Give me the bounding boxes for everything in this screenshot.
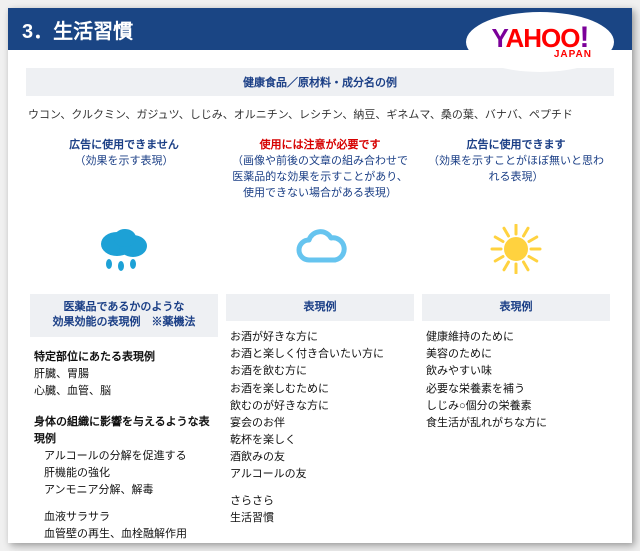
column-subheader: 表現例 — [422, 294, 610, 321]
list-item: アンモニア分解、解毒 — [34, 482, 214, 499]
cloud-outline-icon — [226, 214, 414, 284]
rule-box: 使用には注意が必要です（画像や前後の文章の組み合わせで医薬品的な効果を示すことが… — [226, 138, 414, 208]
list-item: さらさら — [230, 493, 410, 510]
column-1: 使用には注意が必要です（画像や前後の文章の組み合わせで医薬品的な効果を示すことが… — [226, 138, 414, 543]
section-header: 健康食品／原材料・成分名の例 — [26, 68, 614, 96]
logo-text-yaho: Y — [492, 23, 506, 53]
list-subtitle: 身体の組織に影響を与えるような表現例 — [34, 414, 214, 448]
list-item: 美容のために — [426, 346, 606, 363]
list-item: お酒が好きな方に — [230, 329, 410, 346]
list-item: 肝機能の強化 — [34, 465, 214, 482]
columns: 広告に使用できません（効果を示す表現） 医薬品であるかのような効果効能の表現例 ※… — [26, 138, 614, 543]
list-item: お酒を楽しむために — [230, 381, 410, 398]
list-item: 飲みやすい味 — [426, 363, 606, 380]
rule-title: 広告に使用できます — [426, 138, 606, 154]
list-item: お酒と楽しく付き合いたい方に — [230, 346, 410, 363]
list-item: お酒を飲む方に — [230, 363, 410, 380]
rule-subtitle: （画像や前後の文章の組み合わせで医薬品的な効果を示すことがあり、使用できない場合… — [230, 154, 410, 202]
expression-list: お酒が好きな方にお酒と楽しく付き合いたい方にお酒を飲む方にお酒を楽しむために飲む… — [226, 321, 414, 529]
column-subheader: 医薬品であるかのような効果効能の表現例 ※薬機法 — [30, 294, 218, 337]
content-area: 健康食品／原材料・成分名の例 ウコン、クルクミン、ガジュツ、しじみ、オルニチン、… — [8, 50, 632, 543]
rule-box: 広告に使用できます（効果を示すことがほぼ無いと思われる表現） — [422, 138, 610, 208]
list-item: 心臓、血管、脳 — [34, 383, 214, 400]
rule-subtitle: （効果を示す表現） — [34, 154, 214, 170]
ingredients-line: ウコン、クルクミン、ガジュツ、しじみ、オルニチン、レシチン、納豆、ギネムマ、桑の… — [26, 102, 614, 138]
column-2: 広告に使用できます（効果を示すことがほぼ無いと思われる表現）表現例健康維持のため… — [422, 138, 610, 543]
yahoo-japan-logo: YYAHOOAHOO! JAPAN — [466, 12, 614, 72]
list-item: 酒飲みの友 — [230, 449, 410, 466]
slide: 3．生活習慣 YYAHOOAHOO! JAPAN 健康食品／原材料・成分名の例 … — [8, 8, 632, 543]
rain-cloud-icon — [30, 214, 218, 284]
list-item: 生活習慣 — [230, 510, 410, 527]
list-item: 食生活が乱れがちな方に — [426, 415, 606, 432]
rule-box: 広告に使用できません（効果を示す表現） — [30, 138, 218, 208]
expression-list: 特定部位にあたる表現例肝臓、胃腸心臓、血管、脳身体の組織に影響を与えるような表現… — [30, 337, 218, 543]
column-subheader: 表現例 — [226, 294, 414, 321]
list-item: 乾杯を楽しく — [230, 432, 410, 449]
rule-title: 使用には注意が必要です — [230, 138, 410, 154]
list-subtitle: 特定部位にあたる表現例 — [34, 349, 214, 366]
list-item: 宴会のお伴 — [230, 415, 410, 432]
expression-list: 健康維持のために美容のために飲みやすい味必要な栄養素を補うしじみ○個分の栄養素食… — [422, 321, 610, 433]
list-item: 肝臓、胃腸 — [34, 366, 214, 383]
column-0: 広告に使用できません（効果を示す表現） 医薬品であるかのような効果効能の表現例 ※… — [30, 138, 218, 543]
rule-title: 広告に使用できません — [34, 138, 214, 154]
list-item: 健康維持のために — [426, 329, 606, 346]
list-item: しじみ○個分の栄養素 — [426, 398, 606, 415]
sun-icon — [422, 214, 610, 284]
slide-title: 3．生活習慣 — [22, 15, 133, 44]
list-item: 血液サラサラ — [34, 509, 214, 526]
logo-sub: JAPAN — [554, 49, 592, 60]
list-item: アルコールの分解を促進する — [34, 448, 214, 465]
list-item: 必要な栄養素を補う — [426, 381, 606, 398]
list-item: 血管壁の再生、血栓融解作用 — [34, 526, 214, 543]
rule-subtitle: （効果を示すことがほぼ無いと思われる表現） — [426, 154, 606, 186]
list-item: アルコールの友 — [230, 466, 410, 483]
list-item: 飲むのが好きな方に — [230, 398, 410, 415]
section-header-text: 健康食品／原材料・成分名の例 — [243, 77, 397, 89]
